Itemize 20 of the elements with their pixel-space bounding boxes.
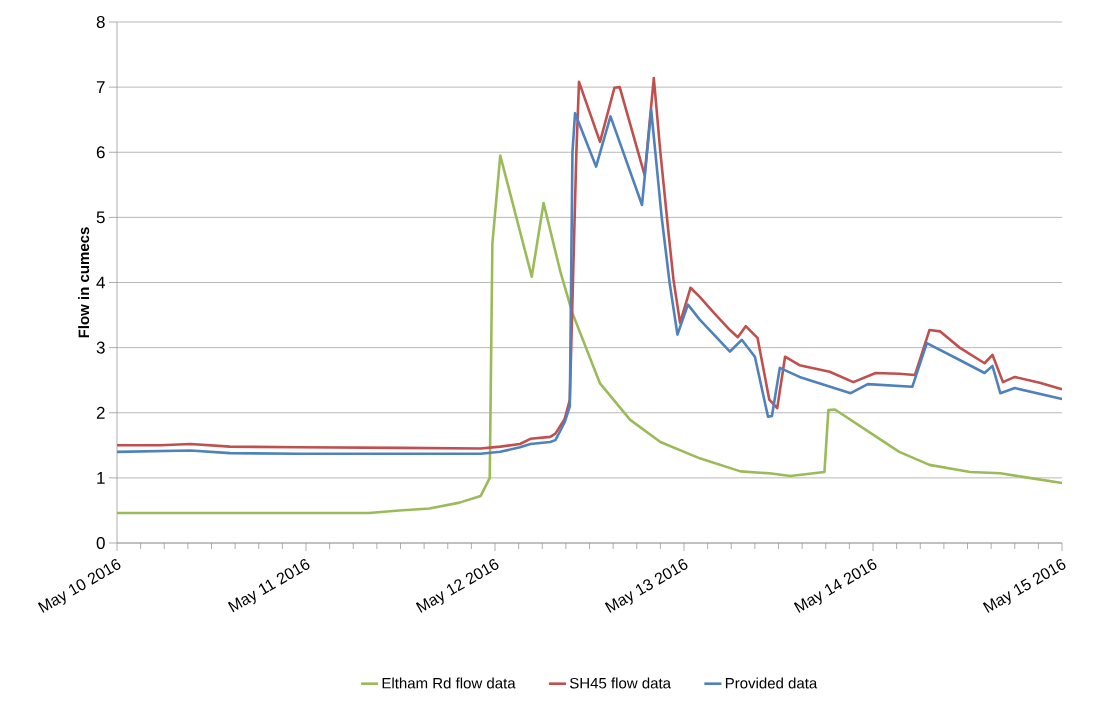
y-tick-label: 1	[97, 472, 105, 484]
y-axis-title: Flow in cumecs	[78, 227, 90, 338]
y-tick-label: 5	[96, 211, 105, 224]
y-tick-label: 3	[96, 341, 105, 354]
y-tick-label: 0	[96, 536, 105, 550]
x-tick-label: May 12 2016	[415, 559, 499, 613]
y-tick-label: 8	[96, 15, 105, 29]
x-tick-label: May 14 2016	[793, 559, 877, 613]
x-tick-label: May 11 2016	[227, 559, 310, 613]
y-tick-label: 7	[96, 81, 105, 93]
x-tick-label: May 10 2016	[37, 559, 121, 613]
legend-label: Eltham Rd flow data	[382, 677, 516, 689]
x-tick-label: May 13 2016	[604, 559, 688, 613]
line-series	[117, 154, 1063, 515]
y-tick-label: 2	[96, 406, 105, 419]
legend-label: Provided data	[725, 677, 818, 689]
legend-label: SH45 flow data	[569, 677, 672, 689]
y-tick-label: 6	[96, 146, 105, 159]
y-tick-label: 4	[96, 276, 105, 289]
x-tick-label: May 15 2016	[982, 559, 1066, 613]
